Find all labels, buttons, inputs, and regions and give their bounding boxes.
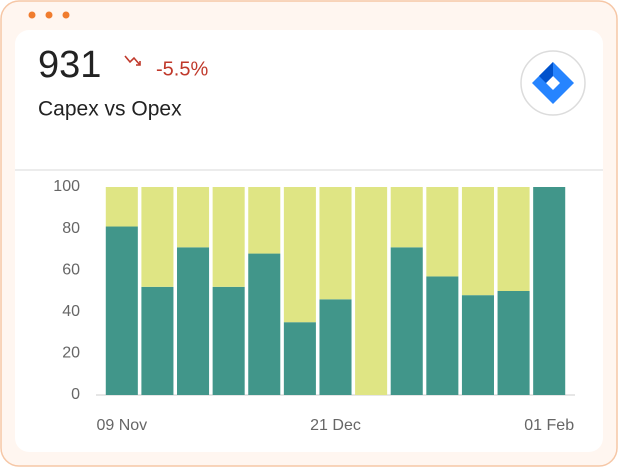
y-tick-label: 20 <box>62 345 80 362</box>
logo <box>532 62 574 104</box>
dot <box>45 11 53 19</box>
bar-segment <box>105 187 138 227</box>
y-tick-label: 0 <box>71 386 80 403</box>
x-tick-label: 01 Feb <box>524 417 574 434</box>
bar-segment <box>319 299 352 395</box>
dot <box>62 11 70 19</box>
y-tick-label: 80 <box>62 220 80 237</box>
y-tick-label: 60 <box>62 261 80 278</box>
bar-segment <box>533 187 566 395</box>
bar-segment <box>105 226 138 395</box>
bar-segment <box>212 286 245 395</box>
dot <box>28 11 36 19</box>
bar-segment <box>248 253 281 395</box>
bar-segment <box>177 247 210 395</box>
y-tick-label: 100 <box>53 178 80 195</box>
bar-segment <box>426 276 459 395</box>
bar-segment <box>319 187 352 300</box>
x-tick-label: 09 Nov <box>96 417 147 434</box>
bar-segment <box>461 187 494 296</box>
bar-segment <box>497 291 530 395</box>
bar-segment <box>177 187 210 248</box>
bar-segment <box>355 187 388 395</box>
bar-segment <box>283 322 316 395</box>
bar-segment <box>461 295 494 395</box>
x-tick-label: 21 Dec <box>310 417 361 434</box>
bar-segment <box>248 187 281 254</box>
bar-segment <box>390 187 423 248</box>
bar-segment <box>283 187 316 323</box>
bar-segment <box>390 247 423 395</box>
widget-title: Capex vs Opex <box>38 98 182 121</box>
bar-segment <box>141 187 174 287</box>
kpi-value: 931 <box>38 44 101 86</box>
kpi-change: -5.5% <box>156 58 208 80</box>
trend-icon <box>136 61 141 66</box>
y-tick-label: 40 <box>62 303 80 320</box>
bar-segment <box>212 187 245 287</box>
trend-icon <box>124 55 141 66</box>
bar-segment <box>426 187 459 277</box>
bar-segment <box>497 187 530 291</box>
bar-segment <box>141 286 174 395</box>
